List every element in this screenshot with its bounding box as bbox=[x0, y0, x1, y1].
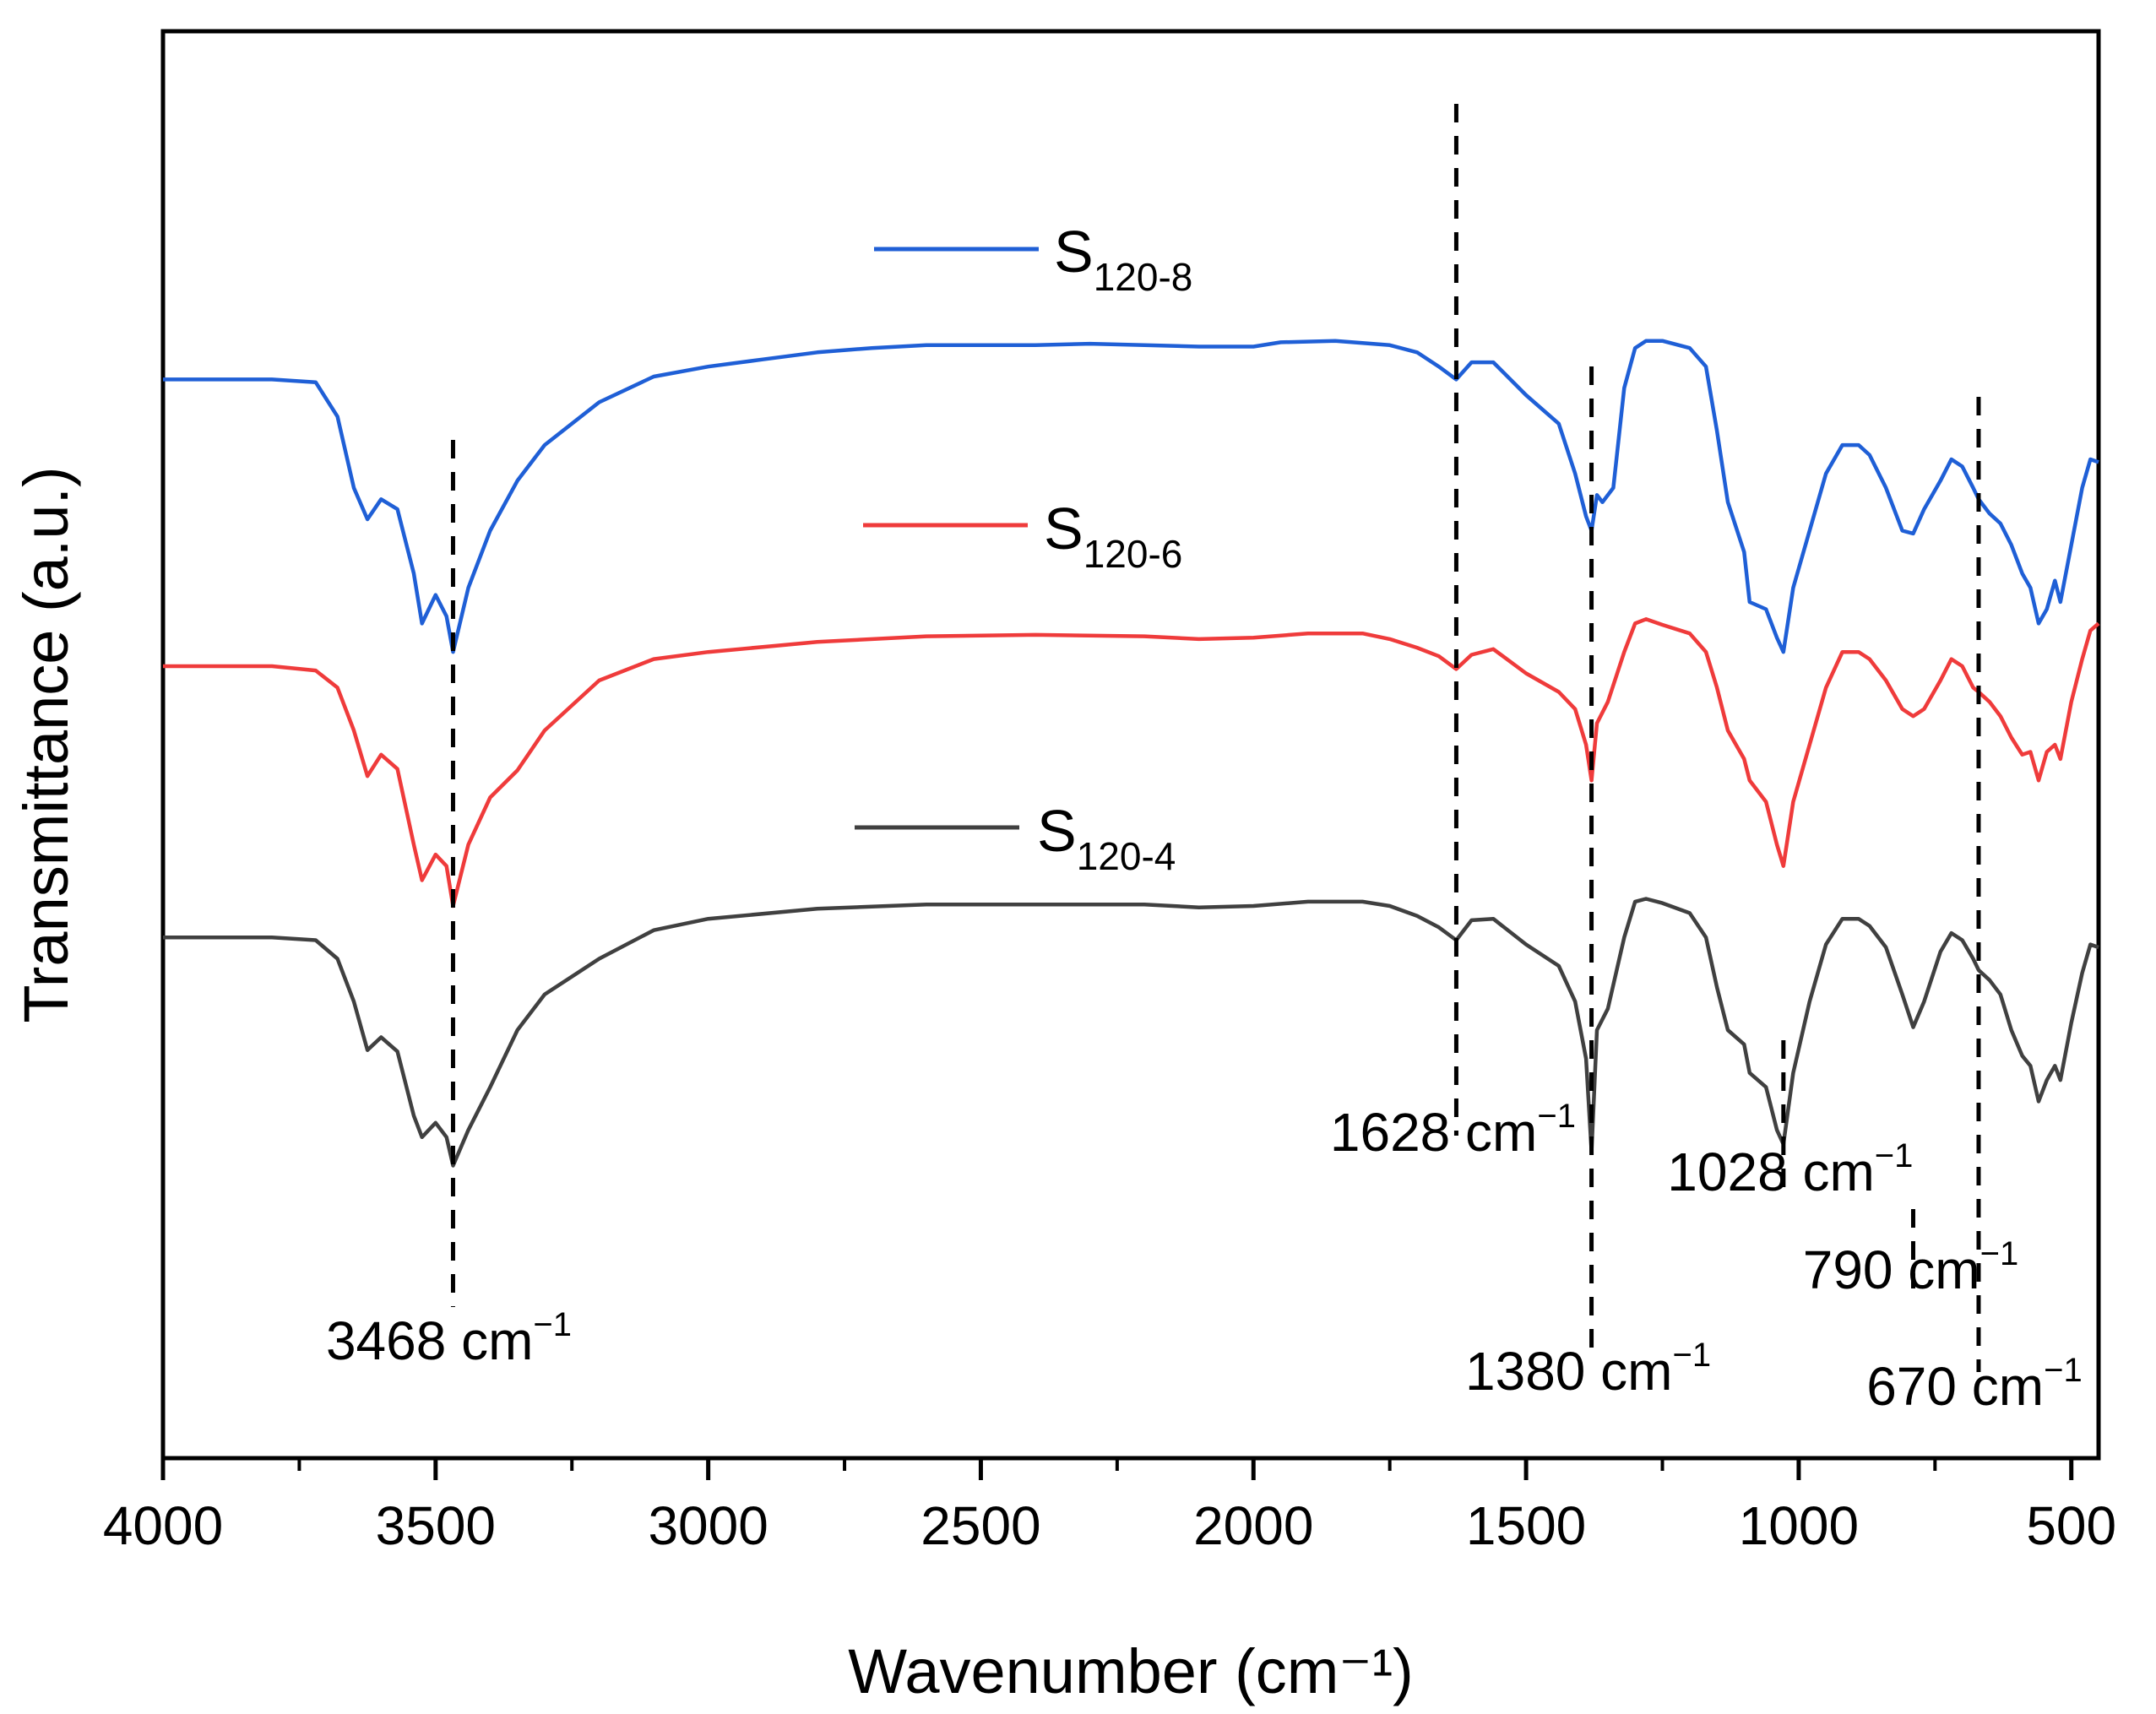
series-line-120-4 bbox=[163, 897, 2099, 1168]
x-tick-label-500: 500 bbox=[2026, 1495, 2116, 1556]
peak-label-sup: −1 bbox=[533, 1306, 572, 1343]
peak-annotations: 3468 cm−1 1628 cm−1 1380 cm−1 1028 cm−1 790 … bbox=[326, 104, 2083, 1417]
x-tick-label-1000: 1000 bbox=[1739, 1495, 1859, 1556]
legend: S120-8 S120-6 S120-4 bbox=[855, 219, 1192, 878]
peak-label-sup: −1 bbox=[1980, 1235, 2019, 1272]
peak-label-790: 790 cm−1 bbox=[1803, 1235, 2018, 1300]
x-axis-ticks: 4000 3500 3000 2500 2000 1500 1000 500 bbox=[103, 1458, 2116, 1556]
legend-label-120-6: S120-6 bbox=[1044, 496, 1182, 576]
peak-label-1380: 1380 cm−1 bbox=[1465, 1337, 1711, 1402]
y-axis-title: Transmittance (a.u.) bbox=[11, 466, 81, 1022]
x-tick-label-3500: 3500 bbox=[376, 1495, 496, 1556]
x-tick-label-3000: 3000 bbox=[648, 1495, 768, 1556]
legend-label-sub: 120-8 bbox=[1094, 255, 1193, 299]
x-tick-label-4000: 4000 bbox=[103, 1495, 223, 1556]
legend-label-sub: 120-6 bbox=[1083, 532, 1183, 576]
legend-label-120-4: S120-4 bbox=[1037, 798, 1176, 878]
legend-label-120-8: S120-8 bbox=[1054, 219, 1192, 299]
legend-label-sub: 120-4 bbox=[1077, 834, 1176, 878]
series-lines bbox=[163, 339, 2100, 1168]
x-tick-label-2000: 2000 bbox=[1193, 1495, 1313, 1556]
x-axis-title: Wavenumber (cm⁻¹) bbox=[848, 1636, 1414, 1706]
peak-label-3468: 3468 cm−1 bbox=[326, 1306, 572, 1371]
x-tick-label-1500: 1500 bbox=[1466, 1495, 1586, 1556]
peak-label-sup: −1 bbox=[1537, 1098, 1576, 1135]
plot-frame bbox=[160, 29, 2101, 1461]
peak-label-sup: −1 bbox=[1875, 1137, 1914, 1174]
peak-label-1628: 1628 cm−1 bbox=[1330, 1098, 1576, 1163]
peak-label-sup: −1 bbox=[1672, 1337, 1711, 1374]
peak-label-sup: −1 bbox=[2044, 1352, 2083, 1389]
x-tick-label-2500: 2500 bbox=[921, 1495, 1040, 1556]
peak-label-1028: 1028 cm−1 bbox=[1667, 1137, 1913, 1202]
peak-label-670: 670 cm−1 bbox=[1866, 1352, 2082, 1417]
series-line-120-8 bbox=[163, 339, 2099, 654]
series-line-120-6 bbox=[163, 617, 2100, 909]
